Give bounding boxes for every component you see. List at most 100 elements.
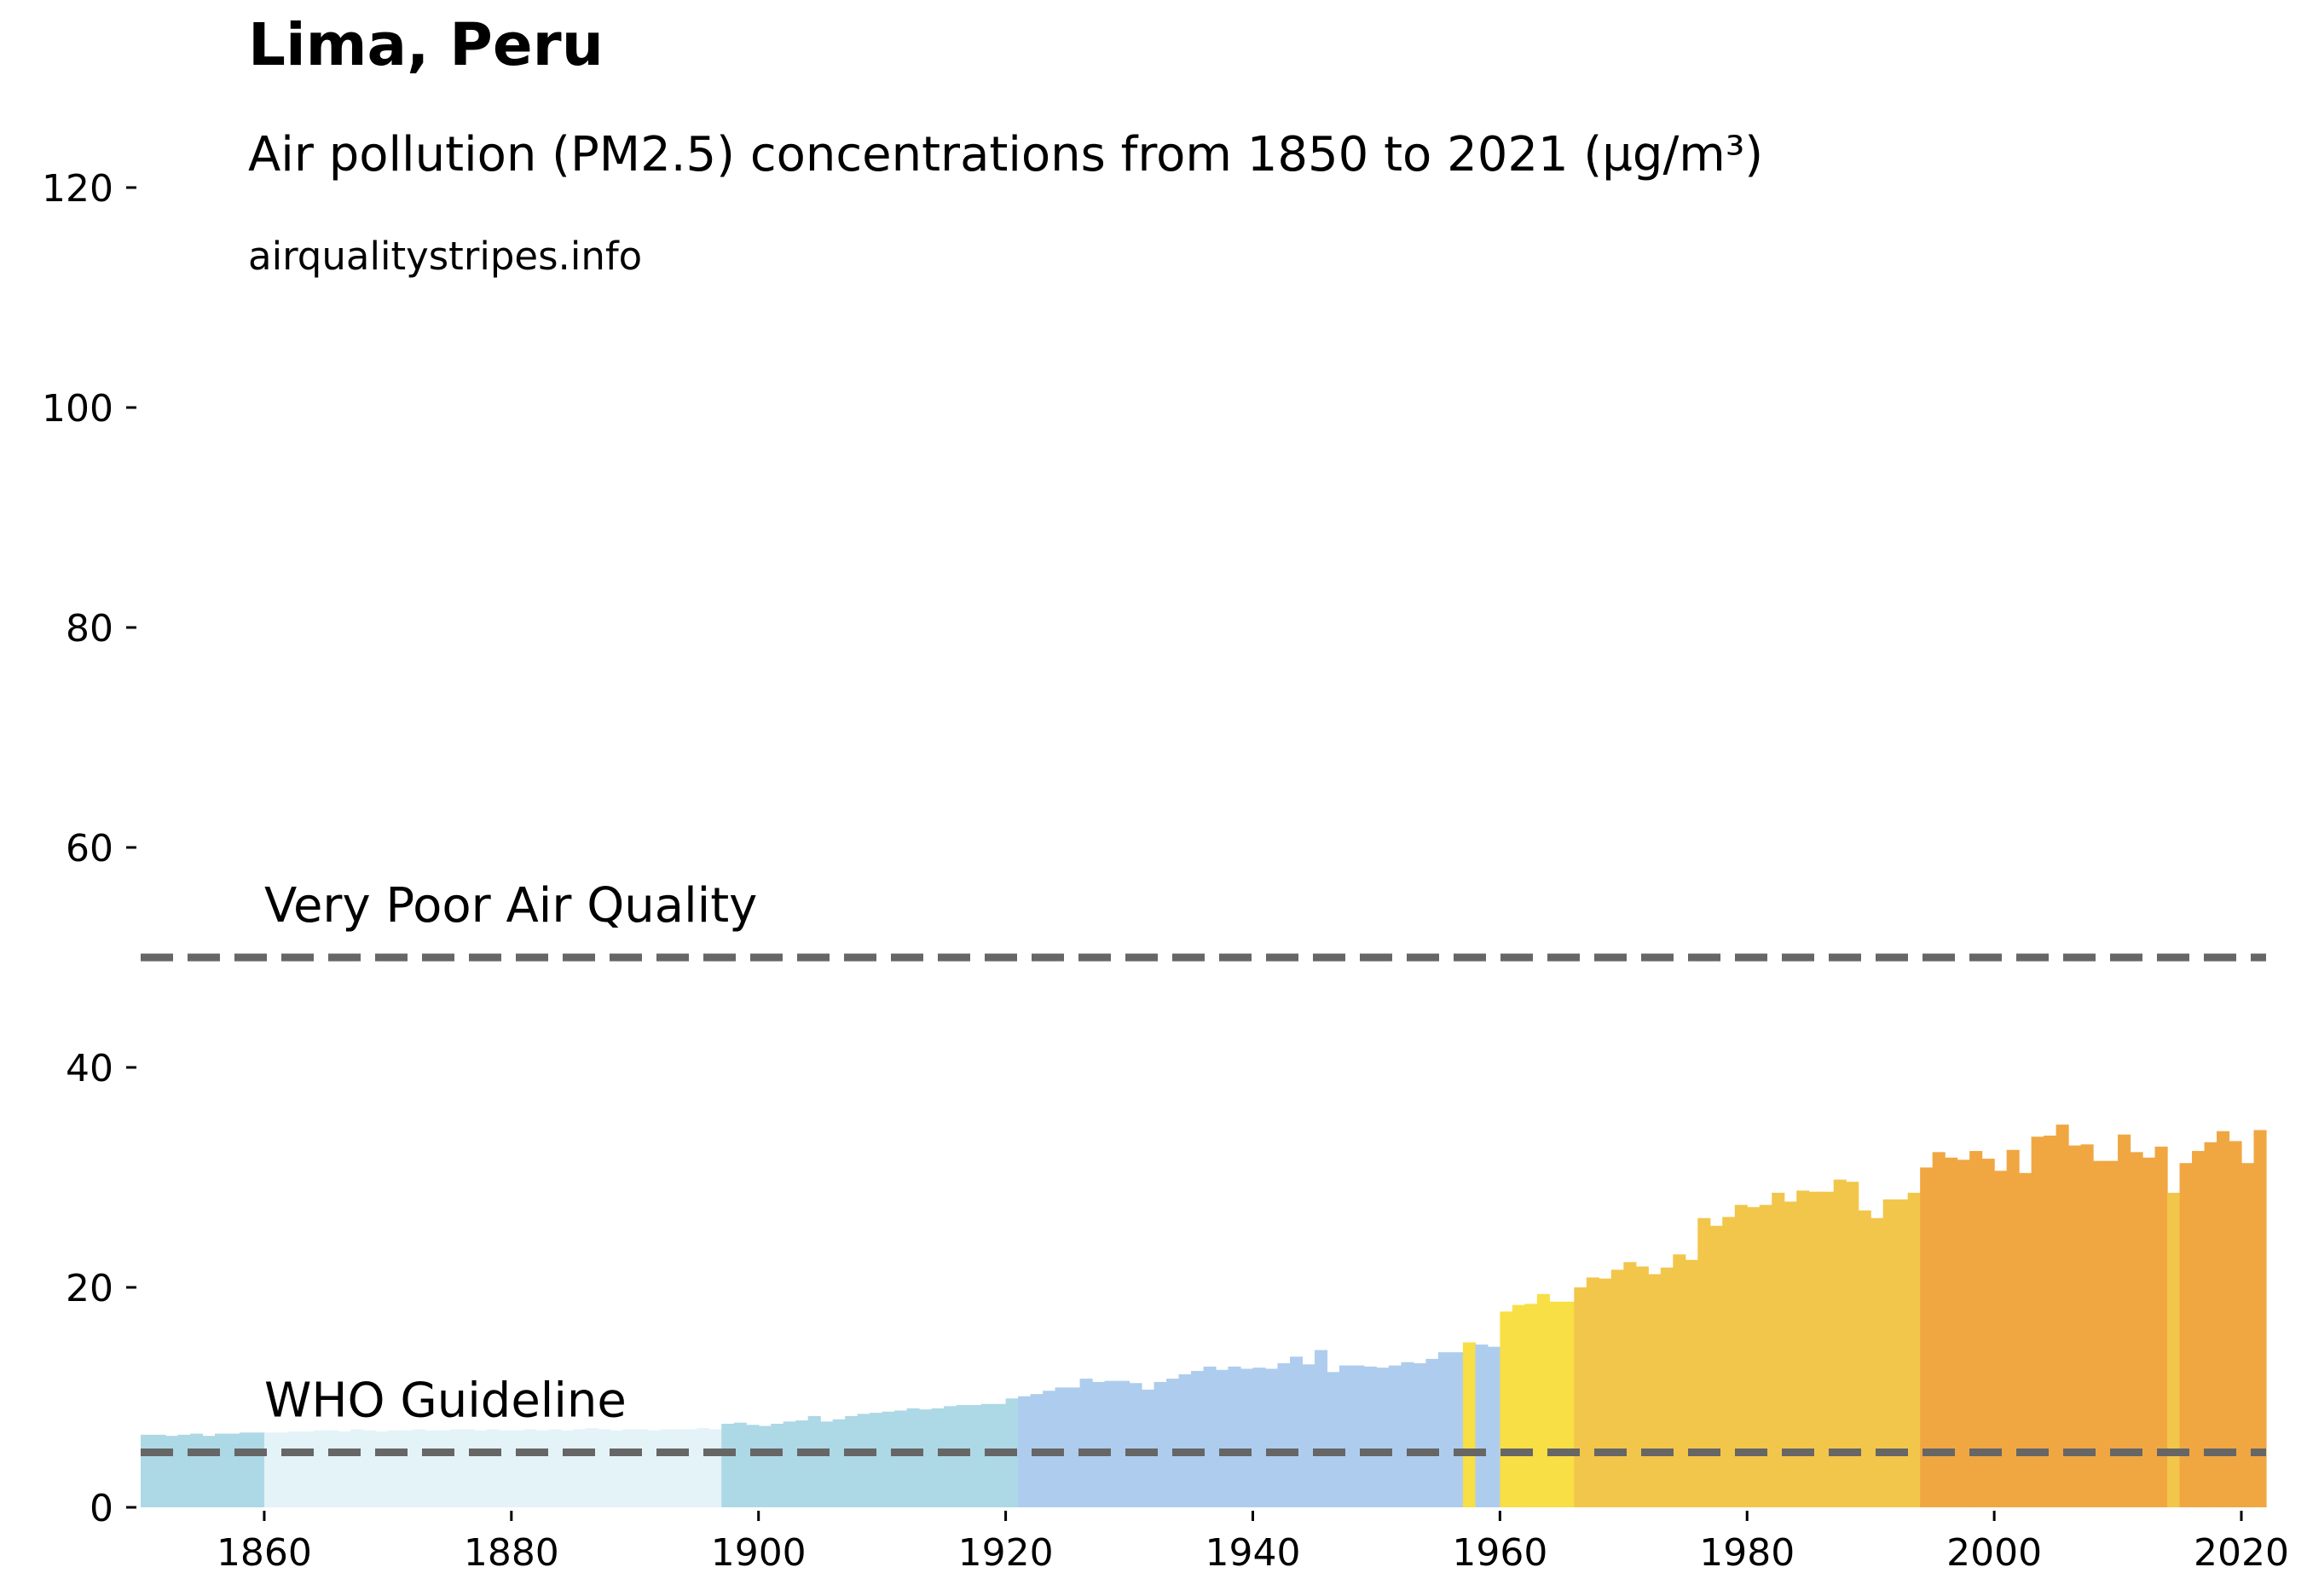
bar (1055, 1387, 1068, 1507)
bar (263, 1432, 278, 1507)
bar (301, 1431, 315, 1507)
bar (771, 1423, 784, 1507)
chart-title: Lima, Peru (248, 11, 604, 79)
bar (919, 1409, 933, 1507)
bar (1599, 1278, 1612, 1507)
bar (2006, 1149, 2020, 1507)
bar (1969, 1151, 1983, 1507)
bar (2093, 1160, 2107, 1507)
bar (313, 1430, 327, 1507)
bar (1623, 1262, 1637, 1507)
x-tick-label: 1920 (958, 1531, 1054, 1575)
bar (1635, 1266, 1649, 1507)
bar (1660, 1267, 1674, 1507)
bar (1388, 1365, 1402, 1507)
bar (1957, 1159, 1970, 1507)
bar (2241, 1163, 2255, 1507)
bar (956, 1405, 969, 1507)
bar (1772, 1193, 1785, 1507)
x-tick-label: 1960 (1452, 1531, 1547, 1575)
bar (1314, 1350, 1328, 1507)
x-tick-label: 1980 (1699, 1531, 1795, 1575)
bar (1586, 1277, 1599, 1507)
x-tick-label: 1900 (711, 1531, 807, 1575)
reference-label: Very Poor Air Quality (264, 878, 757, 934)
bar (1808, 1191, 1822, 1507)
bar (1784, 1201, 1797, 1507)
bar (1549, 1301, 1563, 1507)
bar (1796, 1190, 1810, 1507)
bar (1302, 1364, 1315, 1507)
bar (832, 1419, 846, 1507)
bar (214, 1433, 228, 1507)
bar (968, 1405, 982, 1507)
bar (474, 1430, 488, 1507)
bar (783, 1421, 796, 1507)
bar (1734, 1205, 1748, 1507)
bar (252, 1432, 265, 1507)
bar (141, 1434, 154, 1507)
bar (2179, 1163, 2193, 1507)
bar (239, 1432, 253, 1507)
bar (1117, 1380, 1130, 1507)
bar (906, 1408, 920, 1507)
bar (672, 1429, 685, 1507)
bar (2142, 1157, 2156, 1507)
bar (486, 1429, 500, 1507)
bar (894, 1410, 908, 1507)
bar (400, 1430, 413, 1507)
bar (1228, 1366, 1241, 1507)
bar (882, 1411, 895, 1507)
bar (1475, 1344, 1489, 1507)
bar (1759, 1205, 1772, 1507)
bar (1363, 1366, 1378, 1507)
bar (1240, 1368, 1254, 1507)
bar (870, 1413, 883, 1507)
bar (697, 1428, 710, 1507)
bar (2167, 1193, 2181, 1507)
bar (425, 1430, 438, 1507)
x-tick-label: 1940 (1205, 1531, 1300, 1575)
chart-subtitle: Air pollution (PM2.5) concentrations fro… (248, 127, 1763, 182)
bar (1215, 1369, 1229, 1507)
bar (944, 1406, 957, 1507)
bar (165, 1436, 179, 1507)
y-tick-label: 20 (66, 1267, 113, 1310)
bar (1191, 1371, 1205, 1507)
bar (1462, 1342, 1476, 1507)
bar (845, 1415, 859, 1507)
y-tick-label: 120 (42, 167, 113, 211)
bar (1092, 1381, 1106, 1507)
bar (1351, 1365, 1365, 1507)
bar (1401, 1362, 1414, 1507)
bar (499, 1430, 512, 1507)
bar (1561, 1301, 1575, 1507)
bar (1327, 1372, 1340, 1507)
bar (2217, 1130, 2230, 1507)
bar (535, 1430, 549, 1507)
bar (857, 1414, 870, 1507)
bar (202, 1436, 216, 1507)
bar (2031, 1136, 2044, 1507)
bar (746, 1425, 760, 1507)
bar (177, 1434, 191, 1507)
bar (1846, 1182, 1859, 1507)
bar (375, 1431, 389, 1507)
bar (1178, 1373, 1192, 1507)
bar (1685, 1259, 1698, 1507)
bar (1882, 1199, 1896, 1507)
bar (153, 1434, 166, 1507)
bar (189, 1433, 204, 1507)
bar (1932, 1152, 1946, 1507)
bar (1500, 1311, 1513, 1507)
bar (1747, 1206, 1761, 1507)
y-tick-label: 60 (66, 827, 113, 870)
bar (1252, 1368, 1266, 1507)
bar (1142, 1389, 1155, 1507)
y-tick-label: 100 (42, 387, 113, 431)
bar (1425, 1358, 1439, 1507)
bar (598, 1429, 611, 1507)
y-tick-label: 0 (90, 1487, 113, 1530)
bar (560, 1430, 574, 1507)
